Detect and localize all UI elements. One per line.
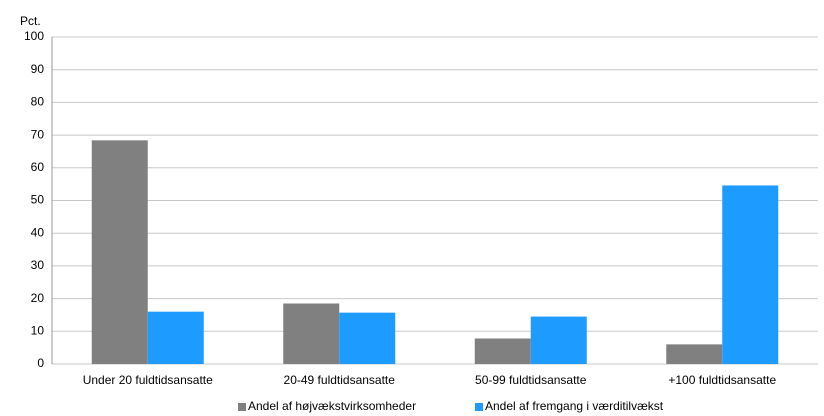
y-tick-label: 50 [31,193,45,207]
bar [474,338,531,364]
y-tick-label: 40 [31,225,45,239]
y-axis-label: Pct. [20,14,41,28]
y-tick-label: 90 [31,62,45,76]
y-tick-label: 20 [31,291,45,305]
bar [666,344,723,364]
bar [147,311,204,364]
x-tick-label: Under 20 fuldtidsansatte [83,373,213,387]
y-tick-label: 60 [31,160,45,174]
y-tick-label: 0 [37,356,44,370]
x-tick-label: +100 fuldtidsansatte [668,373,776,387]
y-tick-label: 10 [31,323,45,337]
bar [530,316,587,364]
bar [283,303,340,364]
legend-swatch [475,403,483,411]
x-tick-label: 20-49 fuldtidsansatte [284,373,396,387]
y-tick-label: 80 [31,95,45,109]
y-tick-label: 70 [31,127,45,141]
x-tick-label: 50-99 fuldtidsansatte [475,373,587,387]
legend-label: Andel af fremgang i værditilvækst [485,399,664,413]
legend-label: Andel af højvækstvirksomheder [248,399,416,413]
bar [339,312,396,364]
bar [722,185,779,364]
y-tick-label: 100 [24,29,44,43]
y-tick-label: 30 [31,258,45,272]
legend-swatch [238,403,246,411]
bar [91,140,148,364]
